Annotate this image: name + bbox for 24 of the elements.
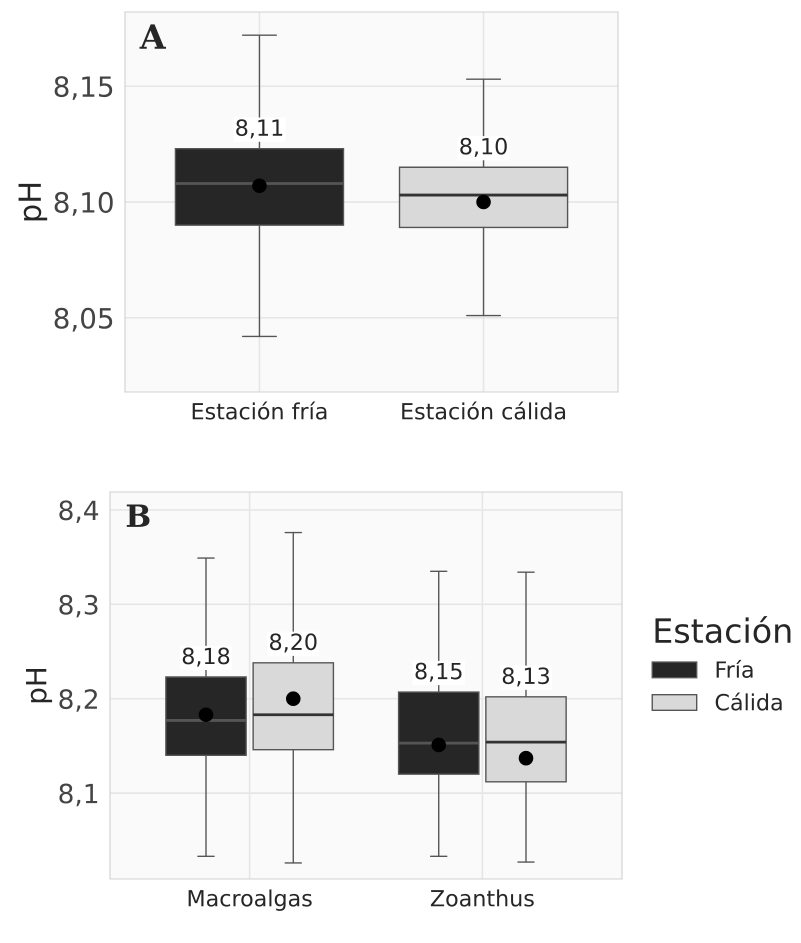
text: 8,20 [270,633,317,652]
x-tick-label: Estación cálida [402,402,566,420]
chart-title: A [140,24,166,49]
legend-label: Cálida [716,692,782,711]
text: 8,10 [460,138,507,157]
legend-label: Fría [716,660,753,678]
y-axis-title: pH [26,668,52,702]
y-tick-label: 8,15 [54,76,112,100]
text: 8,11 [236,119,282,138]
y-tick-label: 8,10 [54,192,113,216]
text: 8,13 [502,667,549,686]
text: 8,15 [415,662,462,682]
chart-title: B [126,504,150,527]
y-tick-label: 8,1 [59,784,98,806]
y-tick-label: 8,2 [59,689,97,712]
legend-title: Estación [656,616,790,644]
x-tick-label: Macroalgas [188,889,312,911]
x-tick-label: Zoanthus [430,889,534,907]
x-tick-label: Estación fría [192,402,326,420]
y-tick-label: 8,4 [59,500,98,524]
y-tick-label: 8,3 [59,594,98,618]
text: 8,18 [182,648,230,667]
y-tick-label: 8,05 [54,308,112,332]
y-axis-title: pH [18,184,48,220]
